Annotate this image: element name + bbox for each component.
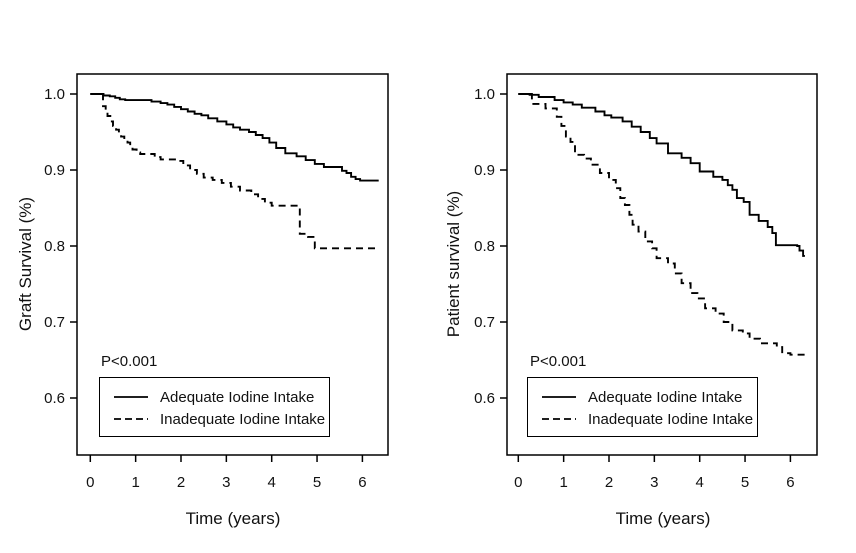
x-tick-label: 3: [222, 474, 230, 491]
x-tick-label: 1: [559, 474, 567, 491]
x-tick-label: 2: [177, 474, 185, 491]
x-tick-label: 0: [86, 474, 94, 491]
x-tick-label: 0: [514, 474, 522, 491]
panel-left: 1.0 0.9 0.8 0.7 0.6 0 1 2 3 4 5 6: [44, 73, 389, 491]
x-tick-label: 5: [741, 474, 749, 491]
legend-label: Inadequate Iodine Intake: [160, 410, 326, 428]
solid-line-icon: [542, 396, 576, 398]
curve-dashed: [90, 93, 379, 250]
y-axis-title-patient: Patient survival (%): [444, 190, 463, 338]
legend-label: Adequate Iodine Intake: [588, 388, 743, 406]
y-tick-label: 0.8: [44, 238, 65, 255]
panel-right: 1.0 0.9 0.8 0.7 0.6 0 1 2 3 4 5 6: [474, 73, 818, 491]
legend-item-inadequate: Inadequate Iodine Intake: [542, 408, 757, 430]
curve-solid: [90, 93, 379, 182]
y-tick-label: 1.0: [44, 86, 65, 103]
legend-item-adequate: Adequate Iodine Intake: [542, 386, 757, 408]
legend-left: Adequate Iodine Intake Inadequate Iodine…: [99, 377, 330, 437]
x-tick-label: 6: [358, 474, 366, 491]
y-axis-title-graft: Graft Survival (%): [16, 196, 35, 332]
legend-label: Inadequate Iodine Intake: [588, 410, 754, 428]
x-tick-label: 1: [131, 474, 139, 491]
x-tick-label: 3: [650, 474, 658, 491]
y-tick-label: 0.8: [474, 238, 495, 255]
y-tick-label: 1.0: [474, 86, 495, 103]
x-tick-label: 2: [605, 474, 613, 491]
legend-item-inadequate: Inadequate Iodine Intake: [114, 408, 329, 430]
p-value-right: P<0.001: [530, 353, 587, 370]
dashed-line-icon: [542, 418, 576, 420]
curve-dashed: [518, 93, 806, 356]
y-tick-label: 0.6: [44, 390, 65, 407]
x-tick-label: 4: [268, 474, 276, 491]
y-tick-label: 0.9: [44, 162, 65, 179]
x-axis-title-right: Time (years): [615, 509, 711, 528]
y-tick-label: 0.9: [474, 162, 495, 179]
legend-right: Adequate Iodine Intake Inadequate Iodine…: [527, 377, 758, 437]
y-tick-label: 0.7: [474, 314, 495, 331]
plot-border: [506, 73, 818, 456]
x-axis-title-left: Time (years): [185, 509, 281, 528]
curve-solid: [518, 93, 805, 257]
x-tick-label: 6: [786, 474, 794, 491]
dashed-line-icon: [114, 418, 148, 420]
p-value-left: P<0.001: [101, 353, 158, 370]
legend-label: Adequate Iodine Intake: [160, 388, 315, 406]
y-tick-label: 0.7: [44, 314, 65, 331]
plot-border: [76, 73, 389, 456]
x-tick-label: 5: [313, 474, 321, 491]
solid-line-icon: [114, 396, 148, 398]
x-tick-label: 4: [696, 474, 704, 491]
legend-item-adequate: Adequate Iodine Intake: [114, 386, 329, 408]
y-tick-label: 0.6: [474, 390, 495, 407]
